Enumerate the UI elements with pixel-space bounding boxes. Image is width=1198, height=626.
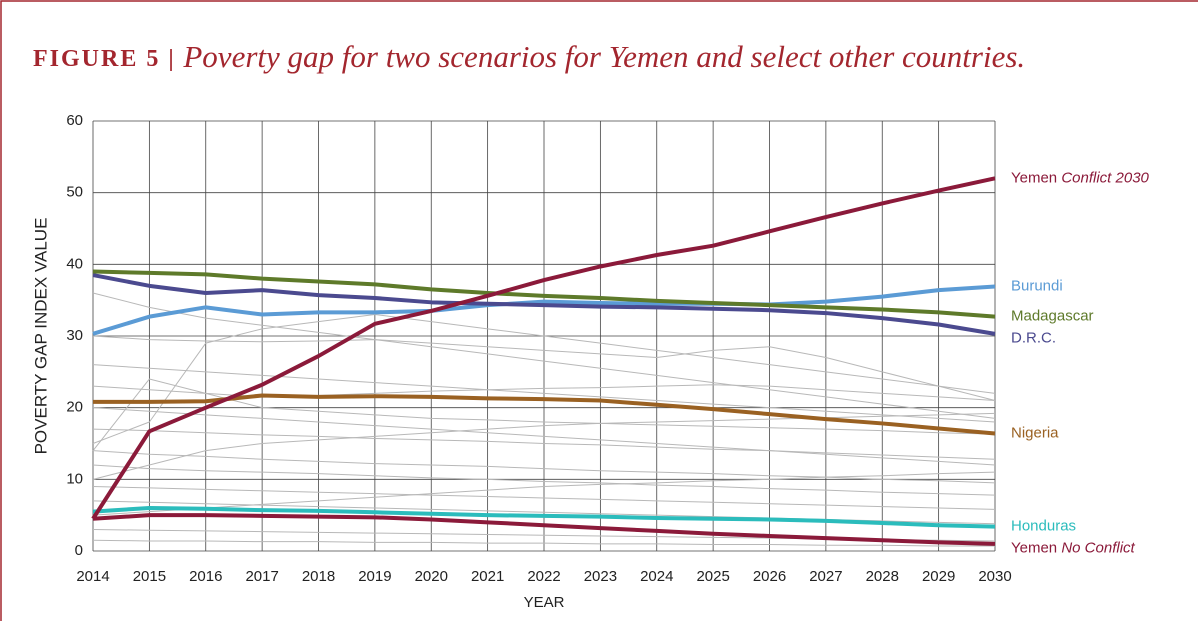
- background-line: [92, 412, 996, 480]
- background-line: [92, 292, 996, 419]
- series-line: [92, 269, 996, 319]
- legend-name: Nigeria: [1011, 424, 1059, 441]
- y-tick-label: 50: [66, 184, 83, 201]
- legend-label: Honduras: [1011, 518, 1076, 535]
- x-tick-label: 2015: [133, 568, 166, 585]
- x-tick-label: 2028: [866, 568, 899, 585]
- legend-label: Yemen Conflict 2030: [1011, 169, 1150, 186]
- legend-name: D.R.C.: [1011, 330, 1056, 347]
- x-tick-label: 2017: [245, 568, 278, 585]
- series-line: [93, 393, 996, 436]
- series-line: [92, 513, 996, 546]
- legend-name: Burundi: [1011, 278, 1063, 295]
- y-tick-label: 60: [66, 112, 83, 129]
- background-line: [92, 539, 995, 547]
- title-text: Poverty gap for two scenarios for Yemen …: [182, 39, 1025, 74]
- chart-title: FIGURE 5 | Poverty gap for two scenarios…: [33, 39, 1025, 74]
- legend-name: Yemen: [1011, 540, 1057, 557]
- legend-name: Yemen: [1011, 169, 1057, 186]
- legend-scenario: Conflict 2030: [1061, 169, 1149, 186]
- x-tick-label: 2018: [302, 568, 335, 585]
- y-tick-label: 30: [66, 327, 83, 344]
- x-tick-label: 2019: [358, 568, 391, 585]
- background-line: [92, 486, 996, 510]
- background-line: [92, 378, 996, 451]
- x-tick-label: 2030: [978, 568, 1011, 585]
- y-axis-label: POVERTY GAP INDEX VALUE: [31, 218, 50, 455]
- legend-label: Nigeria: [1011, 424, 1059, 441]
- x-tick-label: 2016: [189, 568, 222, 585]
- x-tick-label: 2029: [922, 568, 955, 585]
- legend-label: Yemen No Conflict: [1011, 540, 1136, 557]
- figure-label: FIGURE 5 |: [33, 46, 176, 72]
- x-axis-label: YEAR: [524, 594, 565, 611]
- y-tick-label: 10: [66, 470, 83, 487]
- series-line: [91, 176, 996, 520]
- background-line: [92, 450, 996, 484]
- background-line: [92, 471, 996, 516]
- series-line: [92, 273, 996, 336]
- legend-scenario: No Conflict: [1061, 540, 1135, 557]
- x-tick-label: 2026: [753, 568, 786, 585]
- y-tick-label: 0: [75, 542, 83, 559]
- x-tick-label: 2024: [640, 568, 673, 585]
- y-tick-label: 40: [66, 255, 83, 272]
- x-tick-label: 2025: [696, 568, 729, 585]
- x-tick-label: 2014: [76, 568, 109, 585]
- x-tick-label: 2027: [809, 568, 842, 585]
- y-tick-label: 20: [66, 399, 83, 416]
- legend-label: Madagascar: [1011, 308, 1094, 325]
- legend-name: Honduras: [1011, 518, 1076, 535]
- background-line: [92, 364, 996, 423]
- background-line: [92, 335, 996, 401]
- x-tick-label: 2022: [527, 568, 560, 585]
- x-tick-label: 2021: [471, 568, 504, 585]
- series-line: [92, 506, 996, 529]
- legend-label: D.R.C.: [1011, 330, 1056, 347]
- series-line: [92, 284, 996, 336]
- background-line: [92, 464, 996, 496]
- background-line: [92, 428, 996, 460]
- background-line: [92, 407, 996, 466]
- x-tick-label: 2023: [584, 568, 617, 585]
- legend-label: Burundi: [1011, 278, 1063, 295]
- background-line: [92, 314, 996, 444]
- x-tick-label: 2020: [415, 568, 448, 585]
- legend-name: Madagascar: [1011, 308, 1094, 325]
